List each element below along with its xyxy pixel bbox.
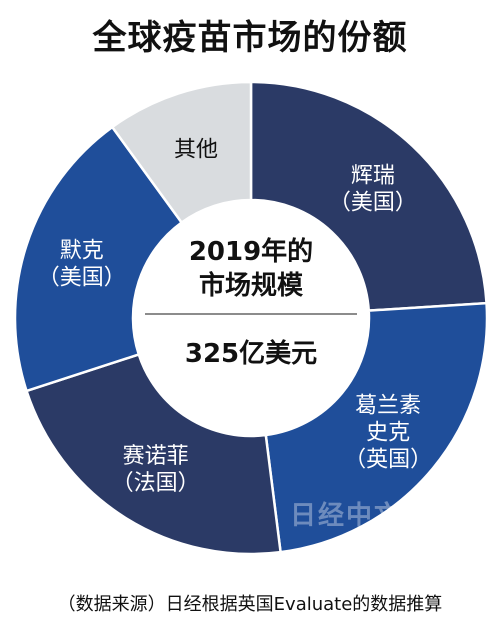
slice-label-line: （法国） — [112, 471, 200, 496]
slice-labels: 辉瑞（美国）葛兰素史克（英国）赛诺菲（法国）默克（美国）其他 — [38, 138, 432, 496]
center-line-2: 市场规模 — [199, 270, 304, 301]
slice-label-line: 赛诺菲 — [123, 444, 189, 469]
slice-label-0: 辉瑞（美国） — [329, 164, 417, 216]
watermark: 日经中文网 — [290, 500, 430, 531]
center-line-1: 2019年的 — [189, 236, 313, 267]
center-total: 325亿美元 — [185, 338, 317, 369]
slice-label-line: （美国） — [38, 265, 126, 290]
slice-label-1: 葛兰素史克（英国） — [344, 393, 432, 472]
slice-label-line: 史克 — [366, 420, 410, 445]
slice-label-line: 其他 — [174, 138, 218, 163]
data-source-note: （数据来源）日经根据英国Evaluate的数据推算 — [57, 594, 443, 615]
slice-label-line: 辉瑞 — [351, 164, 395, 189]
slice-label-4: 其他 — [174, 138, 218, 163]
slice-label-line: 葛兰素 — [355, 393, 421, 418]
slice-label-line: 默克 — [60, 238, 104, 263]
chart-title: 全球疫苗市场的份额 — [92, 18, 408, 58]
slice-label-line: （美国） — [329, 191, 417, 216]
donut-hole — [133, 200, 369, 436]
slice-label-line: （英国） — [344, 447, 432, 472]
slice-label-3: 默克（美国） — [38, 238, 126, 290]
slice-label-2: 赛诺菲（法国） — [112, 444, 200, 496]
donut-slice-1 — [264, 301, 489, 554]
